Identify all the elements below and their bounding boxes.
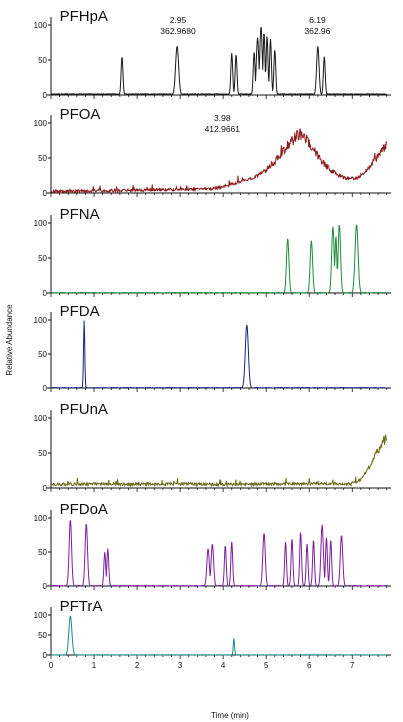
trace-line <box>50 434 388 488</box>
y-tick-label: 100 <box>34 414 48 423</box>
peak-annotation: 3.98 <box>214 113 231 123</box>
peak-annotation: 362.96 <box>304 26 330 36</box>
y-axis-title: Relative Abundance <box>5 304 14 376</box>
trace-line <box>50 128 388 195</box>
peak-annotation: 362.9680 <box>160 26 196 36</box>
chromatogram-panels: PFHpA0501002.95362.96806.19362.96PFOA050… <box>34 8 391 670</box>
panel-title: PFUnA <box>60 401 108 418</box>
y-tick-label: 0 <box>43 91 48 100</box>
y-tick-label: 0 <box>43 189 48 198</box>
y-tick-label: 0 <box>43 289 48 298</box>
panel-pfdoa: PFDoA 0 50 100 <box>34 501 391 591</box>
peak-annotation: 6.19 <box>309 15 326 25</box>
x-tick-label: 7 <box>350 661 355 670</box>
y-tick-label: 0 <box>43 484 48 493</box>
y-tick-label: 100 <box>34 514 48 523</box>
y-tick-label: 100 <box>34 21 48 30</box>
panel-pfda: PFDA 0 50 100 <box>34 303 391 393</box>
y-tick-label: 0 <box>43 384 48 393</box>
x-tick-label: 6 <box>307 661 312 670</box>
panel-title: PFTrA <box>60 598 103 615</box>
x-axis-title: Time (min) <box>211 711 249 720</box>
x-tick-label: 4 <box>221 661 226 670</box>
y-tick-label: 50 <box>38 154 47 163</box>
y-tick-label: 100 <box>34 611 48 620</box>
panel-title: PFHpA <box>60 8 108 25</box>
y-tick-label: 50 <box>38 56 47 65</box>
y-tick-label: 100 <box>34 316 48 325</box>
y-tick-label: 100 <box>34 219 48 228</box>
y-tick-label: 50 <box>38 350 47 359</box>
y-tick-label: 50 <box>38 631 47 640</box>
peak-annotation: 412.9661 <box>205 124 241 134</box>
x-tick-label: 0 <box>49 661 54 670</box>
x-tick-label: 5 <box>264 661 269 670</box>
peak-annotation: 2.95 <box>170 15 187 25</box>
panel-title: PFOA <box>60 106 101 123</box>
panel-pfuna: PFUnA 0 50 100 <box>34 401 391 493</box>
y-tick-label: 50 <box>38 548 47 557</box>
x-tick-label: 2 <box>135 661 140 670</box>
x-tick-label: 3 <box>178 661 183 670</box>
y-tick-label: 0 <box>43 651 48 660</box>
trace-line <box>50 26 387 96</box>
y-tick-label: 0 <box>43 582 48 591</box>
trace-line <box>50 224 388 294</box>
y-tick-label: 100 <box>34 119 48 128</box>
panel-pfna: PFNA 0 50 100 <box>34 206 391 298</box>
trace-line <box>50 320 387 389</box>
trace-line <box>50 520 388 587</box>
y-tick-label: 50 <box>38 449 47 458</box>
trace-line <box>50 615 387 656</box>
panel-title: PFDA <box>60 303 100 320</box>
x-tick-label: 1 <box>92 661 97 670</box>
panel-pftra: PFTrA 0 50 100 0 1 2 3 4 5 6 7 <box>34 598 391 670</box>
panel-title: PFNA <box>60 206 100 223</box>
y-tick-label: 50 <box>38 254 47 263</box>
panel-title: PFDoA <box>60 501 108 518</box>
